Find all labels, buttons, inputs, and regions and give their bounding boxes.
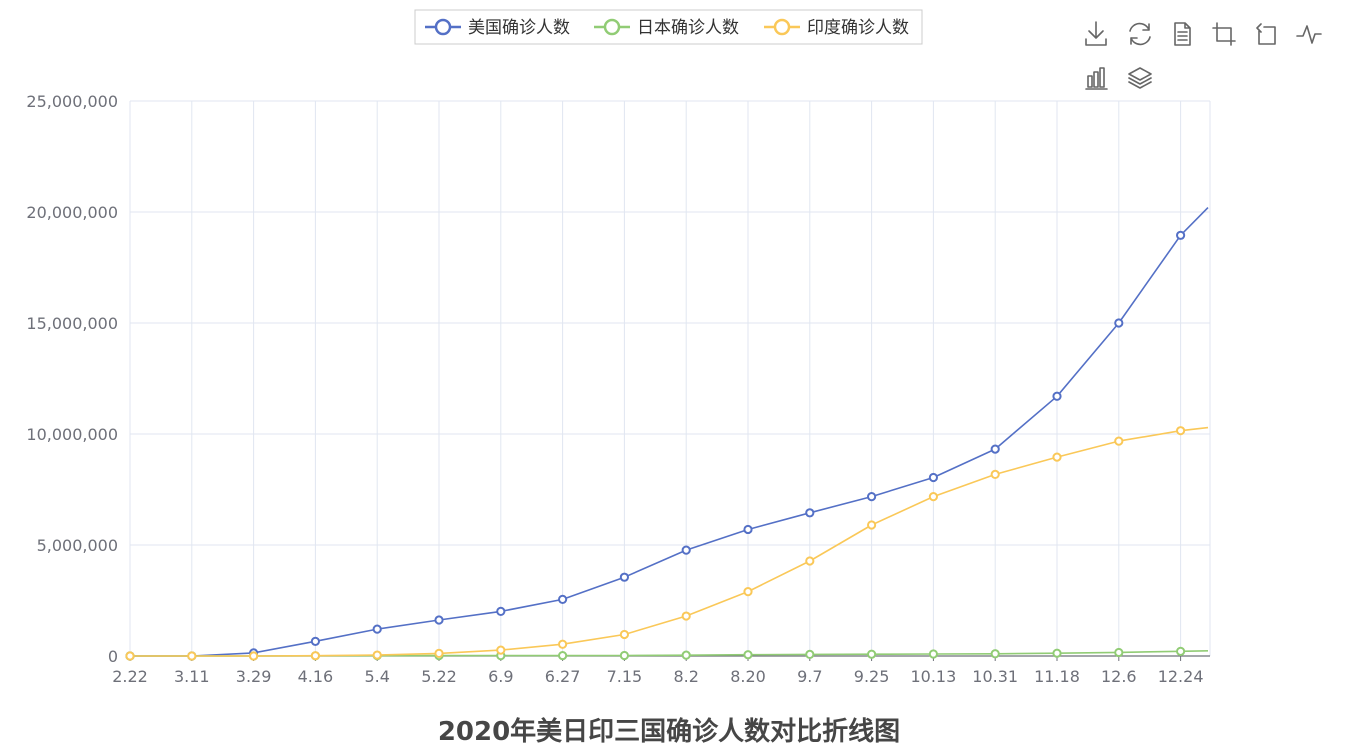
x-tick-label: 8.20 <box>730 667 766 686</box>
data-point-jp[interactable] <box>1052 648 1062 658</box>
data-point-in[interactable] <box>125 651 135 661</box>
data-point-jp[interactable] <box>681 650 691 660</box>
x-tick-label: 6.27 <box>545 667 581 686</box>
x-tick-label: 9.25 <box>854 667 890 686</box>
grid-lines <box>129 100 1211 656</box>
x-tick-label: 3.29 <box>236 667 272 686</box>
data-point-us[interactable] <box>372 624 382 634</box>
zoom-icon[interactable] <box>1212 22 1236 46</box>
x-tick-label: 11.18 <box>1034 667 1080 686</box>
legend: 美国确诊人数 日本确诊人数 印度确诊人数 <box>414 9 923 45</box>
x-tick-label: 9.7 <box>797 667 822 686</box>
data-point-in[interactable] <box>990 469 1000 480</box>
legend-label-in: 印度确诊人数 <box>807 18 909 38</box>
data-point-jp[interactable] <box>1114 647 1124 658</box>
legend-marker-in <box>773 18 791 36</box>
data-point-in[interactable] <box>928 492 939 502</box>
x-tick-label: 6.9 <box>488 667 513 686</box>
y-tick-label: 25,000,000 <box>26 92 118 111</box>
x-tick-label: 3.11 <box>174 667 210 686</box>
data-point-us[interactable] <box>681 545 691 555</box>
data-point-us[interactable] <box>805 508 815 518</box>
data-point-jp[interactable] <box>743 650 753 660</box>
data-point-us[interactable] <box>990 444 1000 454</box>
toolbox <box>1084 21 1322 90</box>
data-point-in[interactable] <box>310 651 320 661</box>
data-point-in[interactable] <box>558 639 568 649</box>
data-point-us[interactable] <box>434 615 444 625</box>
x-tick-label: 2.22 <box>112 667 148 686</box>
series-line-us <box>130 207 1209 657</box>
data-point-in[interactable] <box>372 650 382 660</box>
download-icon[interactable] <box>1084 21 1108 46</box>
x-tick-label: 10.31 <box>972 667 1018 686</box>
y-tick-label: 10,000,000 <box>26 425 118 444</box>
data-point-jp[interactable] <box>619 650 630 661</box>
data-point-jp[interactable] <box>558 650 568 661</box>
data-point-jp[interactable] <box>805 649 815 660</box>
y-tick-label: 5,000,000 <box>37 536 118 555</box>
restore-icon[interactable] <box>1128 22 1152 46</box>
data-point-in[interactable] <box>249 651 259 661</box>
chart-title: 2020年美日印三国确诊人数对比折线图 <box>438 716 900 747</box>
data-point-in[interactable] <box>743 587 753 597</box>
data-view-icon[interactable] <box>1170 22 1194 46</box>
data-point-jp[interactable] <box>867 649 877 659</box>
data-point-jp[interactable] <box>990 649 1000 659</box>
data-point-us[interactable] <box>496 606 506 616</box>
y-tick-label: 20,000,000 <box>26 203 118 222</box>
legend-label-us: 美国确诊人数 <box>468 18 570 38</box>
data-point-in[interactable] <box>681 611 691 621</box>
legend-marker-jp <box>603 18 621 36</box>
legend-marker-us <box>434 18 452 36</box>
data-point-in[interactable] <box>434 648 444 658</box>
data-point-us[interactable] <box>743 524 753 535</box>
y-tick-label: 0 <box>108 647 118 666</box>
y-tick-label: 15,000,000 <box>26 314 118 333</box>
data-point-in[interactable] <box>1176 426 1186 436</box>
data-point-us[interactable] <box>619 572 630 582</box>
x-tick-label: 12.24 <box>1158 667 1204 686</box>
line-type-icon[interactable] <box>1296 22 1322 46</box>
series-lines <box>125 207 1209 661</box>
x-tick-label: 8.2 <box>673 667 698 686</box>
data-point-us[interactable] <box>928 472 939 483</box>
data-point-in[interactable] <box>1052 452 1062 462</box>
legend-item-us[interactable]: 美国确诊人数 <box>425 18 570 38</box>
data-point-us[interactable] <box>1114 318 1124 328</box>
legend-label-jp: 日本确诊人数 <box>637 18 739 38</box>
stack-type-icon[interactable] <box>1128 66 1152 90</box>
x-tick-label: 7.15 <box>607 667 643 686</box>
data-point-us[interactable] <box>1052 391 1062 401</box>
series-line-in <box>130 426 1209 657</box>
zoom-back-icon[interactable] <box>1254 22 1278 46</box>
data-point-us[interactable] <box>310 636 320 646</box>
data-point-in[interactable] <box>867 520 877 530</box>
data-point-in[interactable] <box>496 645 506 655</box>
axes: 0 5,000,000 10,000,000 15,000,000 20,000,000… <box>26 92 1210 686</box>
x-tick-label: 12.6 <box>1101 667 1137 686</box>
x-tick-label: 5.22 <box>421 667 457 686</box>
data-point-in[interactable] <box>619 629 630 640</box>
data-point-us[interactable] <box>867 492 877 502</box>
x-tick-label: 10.13 <box>910 667 956 686</box>
x-tick-label: 4.16 <box>298 667 334 686</box>
legend-item-in[interactable]: 印度确诊人数 <box>764 18 909 38</box>
data-point-in[interactable] <box>1114 436 1124 446</box>
data-point-us[interactable] <box>558 594 568 604</box>
legend-item-jp[interactable]: 日本确诊人数 <box>594 18 739 38</box>
data-point-jp[interactable] <box>928 649 939 659</box>
legend-border <box>414 9 923 45</box>
data-point-us[interactable] <box>1176 230 1186 240</box>
data-point-jp[interactable] <box>1176 646 1186 656</box>
x-tick-label: 5.4 <box>364 667 389 686</box>
data-point-in[interactable] <box>805 556 815 566</box>
bar-type-icon[interactable] <box>1084 66 1108 90</box>
data-point-in[interactable] <box>187 651 197 661</box>
